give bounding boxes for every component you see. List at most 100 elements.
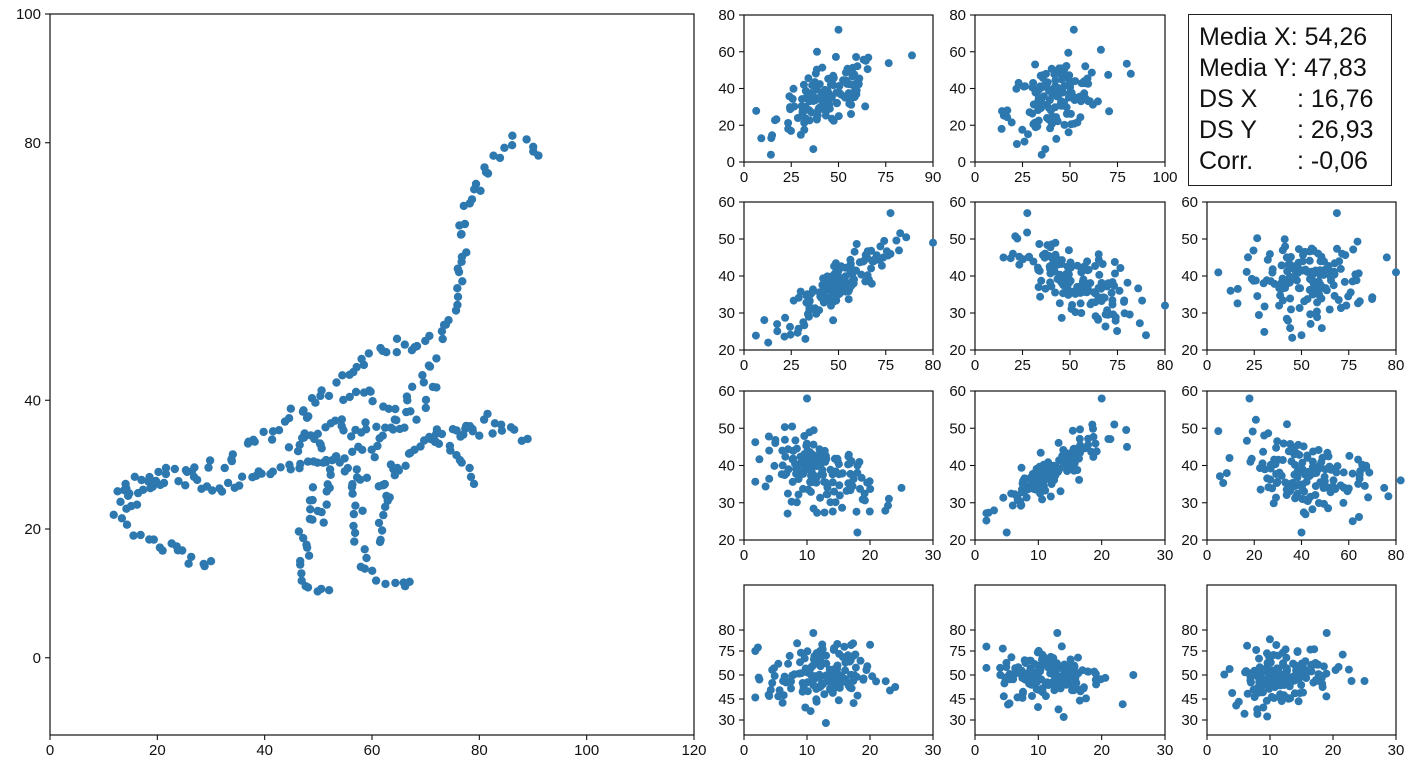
data-point bbox=[483, 409, 492, 419]
stat-corr: Corr.: -0,06 bbox=[1199, 146, 1391, 177]
data-point bbox=[200, 561, 209, 571]
data-point bbox=[848, 72, 857, 81]
data-point bbox=[1064, 270, 1073, 279]
data-point bbox=[1047, 282, 1056, 291]
data-point bbox=[799, 484, 807, 493]
data-point bbox=[799, 469, 808, 478]
data-point bbox=[1134, 284, 1143, 293]
data-point bbox=[1046, 667, 1055, 676]
data-point bbox=[476, 186, 485, 195]
data-point bbox=[339, 395, 348, 405]
data-point bbox=[841, 676, 850, 685]
panel-r1c2: 0 25 50 75 100 0 20 40 60 80 bbox=[949, 7, 1177, 186]
data-point bbox=[412, 341, 422, 351]
y-tick-label: 20 bbox=[718, 342, 735, 359]
y-tick-label: 75 bbox=[1181, 643, 1198, 660]
data-point bbox=[856, 484, 864, 493]
data-point bbox=[1055, 64, 1064, 73]
data-point bbox=[462, 421, 471, 431]
data-point bbox=[1266, 475, 1275, 484]
x-tick-label: 20 bbox=[1246, 547, 1263, 564]
data-point bbox=[522, 135, 531, 144]
data-point bbox=[432, 383, 441, 392]
data-point bbox=[847, 100, 856, 109]
data-point bbox=[500, 143, 509, 152]
data-point bbox=[204, 463, 213, 472]
data-point bbox=[1082, 694, 1090, 703]
data-point bbox=[803, 647, 812, 656]
data-point bbox=[784, 445, 793, 454]
data-point bbox=[929, 238, 937, 247]
data-point bbox=[866, 485, 875, 493]
data-point bbox=[1278, 456, 1287, 464]
data-point bbox=[1243, 689, 1252, 698]
panel-r3c2: 0 10 20 30 20 30 40 50 60 bbox=[949, 383, 1173, 564]
x-tick-label: 0 bbox=[971, 742, 979, 759]
data-point bbox=[1286, 324, 1295, 333]
panel-r2c3: 0 25 50 75 80 20 30 40 50 60 bbox=[1181, 194, 1404, 374]
panel-r1c1: 0 25 50 75 90 0 20 40 60 80 bbox=[718, 7, 941, 186]
data-point bbox=[982, 663, 991, 672]
data-point bbox=[791, 459, 799, 468]
data-point bbox=[381, 423, 390, 432]
data-point bbox=[460, 219, 470, 229]
data-point bbox=[326, 470, 335, 479]
data-point bbox=[1054, 705, 1063, 714]
data-point bbox=[1298, 458, 1307, 467]
data-point bbox=[1064, 93, 1073, 102]
x-tick-label: 25 bbox=[783, 357, 800, 374]
x-tick-label: 80 bbox=[1157, 357, 1174, 374]
data-point bbox=[846, 483, 855, 492]
x-tick-label: 80 bbox=[925, 357, 942, 374]
data-point bbox=[457, 229, 466, 239]
y-tick-label: 30 bbox=[1181, 305, 1198, 322]
data-point bbox=[806, 478, 815, 486]
data-point bbox=[208, 486, 217, 495]
y-tick-label: 50 bbox=[1181, 420, 1198, 437]
data-point bbox=[1286, 253, 1295, 261]
data-point bbox=[1340, 277, 1349, 286]
data-point bbox=[122, 520, 132, 529]
data-point bbox=[1080, 262, 1089, 271]
data-point bbox=[324, 391, 334, 401]
data-point bbox=[293, 447, 303, 456]
data-point bbox=[1314, 288, 1323, 296]
data-point bbox=[1297, 681, 1306, 689]
data-point bbox=[771, 436, 780, 444]
data-point bbox=[286, 465, 295, 474]
data-point bbox=[1354, 479, 1363, 488]
data-point bbox=[321, 457, 331, 467]
data-point bbox=[1287, 305, 1295, 314]
data-point bbox=[1011, 232, 1020, 241]
data-point bbox=[801, 94, 810, 103]
data-point bbox=[184, 559, 193, 568]
data-point bbox=[138, 485, 148, 494]
data-point bbox=[1028, 83, 1037, 92]
panel-r3c3: 0 20 40 60 80 20 30 40 50 60 bbox=[1181, 383, 1405, 564]
data-point bbox=[1305, 285, 1314, 294]
data-point bbox=[462, 248, 471, 257]
data-point bbox=[1046, 243, 1055, 252]
data-point bbox=[1002, 658, 1011, 667]
data-point bbox=[348, 447, 357, 456]
x-tick-label: 100 bbox=[574, 742, 599, 759]
data-point bbox=[1310, 645, 1319, 654]
data-point bbox=[151, 476, 161, 486]
data-point bbox=[828, 507, 837, 516]
data-point bbox=[1321, 284, 1330, 293]
data-point bbox=[1303, 267, 1312, 276]
data-point bbox=[378, 431, 387, 440]
stat-label: Media Y bbox=[1199, 54, 1291, 82]
data-point bbox=[1333, 244, 1341, 253]
data-point bbox=[847, 641, 856, 649]
data-point bbox=[349, 521, 358, 531]
stat-label: Media X bbox=[1199, 23, 1291, 51]
data-point bbox=[1253, 292, 1262, 301]
data-point bbox=[1258, 459, 1267, 468]
data-point bbox=[853, 468, 862, 477]
data-point bbox=[1215, 472, 1224, 481]
y-tick-label: 0 bbox=[958, 154, 966, 171]
data-point bbox=[793, 328, 802, 337]
data-point bbox=[1029, 257, 1038, 266]
data-point bbox=[783, 489, 792, 498]
